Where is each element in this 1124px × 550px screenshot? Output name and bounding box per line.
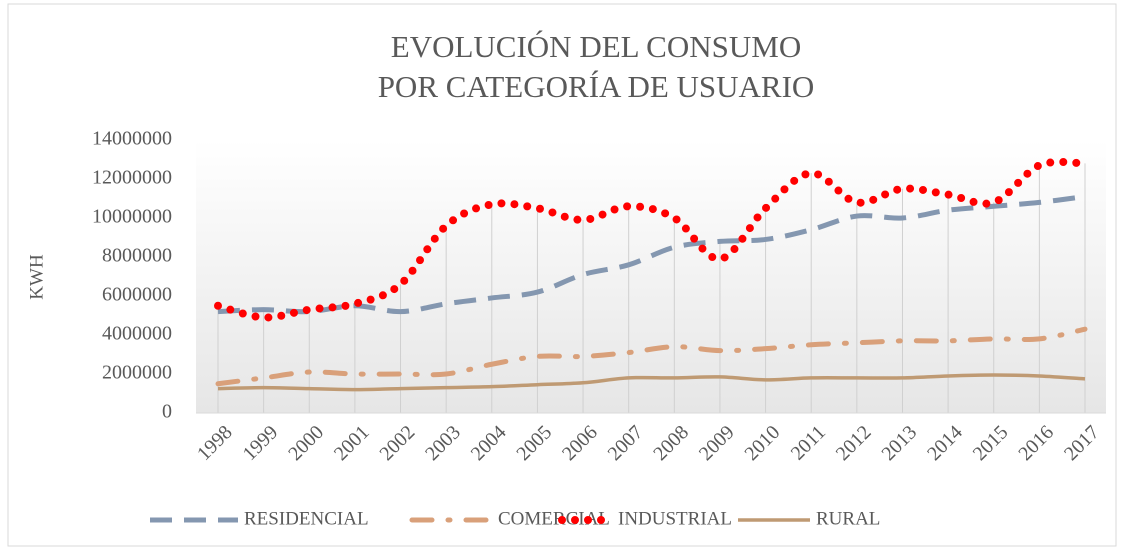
plot-area	[196, 140, 1106, 413]
y-tick-label: 0	[162, 401, 172, 423]
y-tick-label: 12000000	[92, 167, 172, 189]
chart-title: POR CATEGORÍA DE USUARIO	[378, 69, 815, 104]
legend-label: INDUSTRIAL	[618, 508, 732, 529]
y-tick-label: 4000000	[102, 323, 172, 345]
y-tick-label: 10000000	[92, 206, 172, 228]
legend-label: RURAL	[816, 508, 880, 529]
series-line	[214, 157, 1089, 322]
legend-label: COMERCIAL	[498, 508, 610, 529]
y-tick-label: 8000000	[102, 245, 172, 267]
y-tick-label: 6000000	[102, 284, 172, 306]
legend-label: RESIDENCIAL	[244, 508, 369, 529]
y-tick-label: 2000000	[102, 362, 172, 384]
series-line	[217, 373, 1086, 392]
series-line	[215, 326, 1088, 387]
y-axis-label: KWH	[26, 254, 47, 300]
y-tick-label: 14000000	[92, 128, 172, 150]
chart-title: EVOLUCIÓN DEL CONSUMO	[391, 29, 801, 64]
